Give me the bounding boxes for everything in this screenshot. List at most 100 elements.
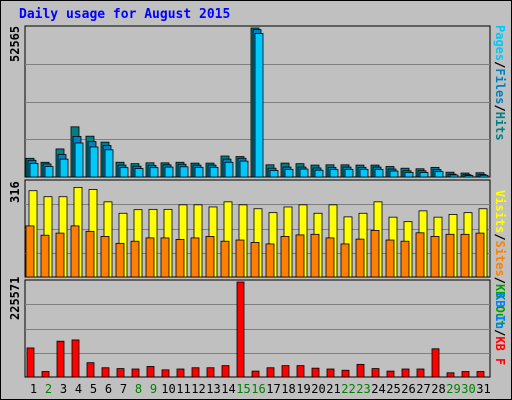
bar-kbf-day-12 (191, 367, 200, 378)
bar-kbf-day-21 (326, 368, 335, 378)
bar-sites-day-25 (385, 239, 395, 278)
day-label-11: 11 (176, 382, 190, 396)
legend-separator: / (493, 276, 507, 284)
bar-sites-day-23 (355, 238, 365, 278)
day-label-14: 14 (221, 382, 235, 396)
legend-pages: Pages (493, 25, 507, 62)
bar-kbf-day-30 (461, 371, 470, 378)
bar-sites-day-20 (310, 233, 320, 278)
day-label-4: 4 (75, 382, 82, 396)
bar-kbf-day-1 (26, 347, 35, 378)
bar-pages-day-3 (59, 158, 69, 178)
day-label-16: 16 (251, 382, 265, 396)
day-label-5: 5 (90, 382, 97, 396)
day-label-13: 13 (206, 382, 220, 396)
bar-pages-day-19 (299, 168, 309, 178)
bar-kbf-day-2 (41, 371, 50, 378)
bar-pages-day-5 (89, 146, 99, 178)
legend-hits: Hits (493, 111, 507, 141)
bar-pages-day-14 (224, 161, 234, 178)
bar-pages-day-29 (449, 174, 459, 178)
bar-sites-day-13 (205, 236, 215, 278)
day-label-15: 15 (236, 382, 250, 396)
bar-kbf-day-31 (476, 371, 485, 378)
bar-sites-day-4 (70, 225, 80, 278)
bar-sites-day-12 (190, 237, 200, 278)
legend-kb-f: KB F (493, 336, 507, 366)
day-label-19: 19 (296, 382, 310, 396)
bar-pages-day-12 (194, 166, 204, 178)
bar-pages-day-10 (164, 166, 174, 178)
bar-pages-day-1 (29, 162, 39, 178)
legend-separator: / (493, 233, 507, 241)
bar-kbf-day-24 (371, 368, 380, 378)
bar-pages-day-17 (269, 170, 279, 178)
bar-sites-day-11 (175, 239, 185, 278)
bar-kbf-day-15 (236, 281, 245, 378)
bar-kbf-day-16 (251, 370, 260, 378)
bar-sites-day-17 (265, 243, 275, 278)
bar-sites-day-16 (250, 242, 260, 278)
legend-kb-in: KB In (493, 293, 507, 330)
bar-pages-day-21 (329, 169, 339, 178)
bar-sites-day-9 (145, 237, 155, 278)
bar-pages-day-11 (179, 166, 189, 178)
day-label-7: 7 (120, 382, 127, 396)
bar-kbf-day-20 (311, 367, 320, 378)
bar-kbf-day-13 (206, 367, 215, 378)
day-label-28: 28 (431, 382, 445, 396)
bar-sites-day-8 (130, 240, 140, 278)
day-label-23: 23 (356, 382, 370, 396)
bar-sites-day-30 (460, 233, 470, 278)
bar-sites-day-21 (325, 237, 335, 278)
bar-kbf-day-19 (296, 365, 305, 378)
day-label-9: 9 (150, 382, 157, 396)
bar-pages-day-31 (479, 174, 489, 178)
legend-files: Files (493, 68, 507, 105)
day-label-17: 17 (266, 382, 280, 396)
bar-kbf-day-26 (401, 368, 410, 378)
day-label-21: 21 (326, 382, 340, 396)
panel-bottom-background (24, 279, 491, 378)
day-label-3: 3 (60, 382, 67, 396)
bar-sites-day-26 (400, 240, 410, 278)
bar-sites-day-2 (40, 234, 50, 278)
bar-kbf-day-28 (431, 348, 440, 378)
bar-pages-day-4 (74, 142, 84, 178)
bar-sites-day-27 (415, 232, 425, 278)
day-label-27: 27 (416, 382, 430, 396)
middle-panel-max-label: 316 (8, 181, 22, 203)
bar-kbf-day-11 (176, 368, 185, 378)
day-label-6: 6 (105, 382, 112, 396)
bar-pages-day-26 (404, 172, 414, 178)
legend-visits: Visits (493, 190, 507, 234)
bar-sites-day-24 (370, 230, 380, 278)
bar-sites-day-5 (85, 230, 95, 278)
day-label-2: 2 (45, 382, 52, 396)
bar-pages-day-22 (344, 168, 354, 178)
bar-pages-day-25 (389, 170, 399, 178)
bar-sites-day-28 (430, 236, 440, 278)
day-label-30: 30 (461, 382, 475, 396)
bar-sites-day-10 (160, 237, 170, 278)
bar-sites-day-31 (475, 232, 485, 278)
bar-pages-day-23 (359, 168, 369, 178)
day-label-10: 10 (161, 382, 175, 396)
bar-kbf-day-4 (71, 339, 80, 378)
bar-kbf-day-10 (161, 369, 170, 378)
legend-separator: / (493, 104, 507, 112)
bar-pages-day-9 (149, 167, 159, 178)
bar-sites-day-7 (115, 242, 125, 278)
bar-sites-day-3 (55, 232, 65, 278)
bar-pages-day-6 (104, 149, 114, 178)
legend-bottom: KB In/KB F (493, 293, 507, 365)
day-label-26: 26 (401, 382, 415, 396)
bar-kbf-day-29 (446, 372, 455, 378)
bar-kbf-day-25 (386, 370, 395, 378)
bar-sites-day-22 (340, 243, 350, 278)
bar-pages-day-24 (374, 168, 384, 178)
day-label-31: 31 (476, 382, 490, 396)
bar-pages-day-18 (284, 168, 294, 178)
bar-sites-day-6 (100, 236, 110, 278)
